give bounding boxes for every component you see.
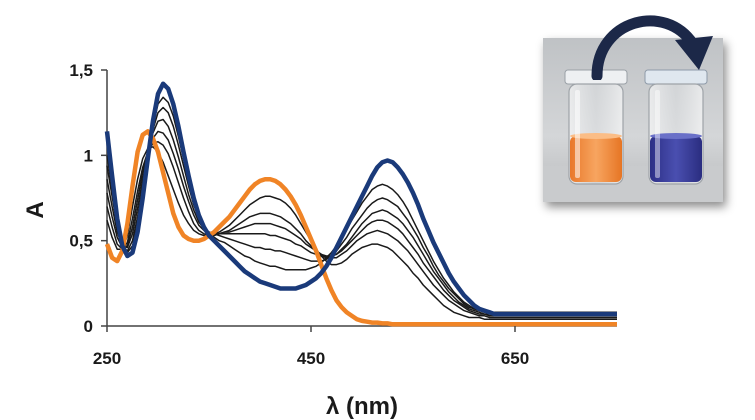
- y-tick-label: 1: [84, 146, 93, 165]
- y-tick-label: 0,5: [69, 232, 93, 251]
- series-line-blue: [104, 81, 617, 317]
- x-tick-label: 250: [93, 349, 121, 368]
- series-line-intermediate: [106, 106, 617, 314]
- curved-arrow-icon: [591, 15, 713, 80]
- y-axis-title: A: [22, 201, 49, 218]
- chart-series: [104, 81, 617, 327]
- x-tick-label: 650: [501, 349, 529, 368]
- blue-vial: [644, 69, 708, 185]
- orange-vial: [564, 69, 628, 185]
- vials-photo: [543, 38, 723, 202]
- series-line-intermediate: [106, 146, 617, 320]
- chart-ticks: 0 0,5 1 1,5 250 450 650: [69, 61, 529, 368]
- y-tick-label: 1,5: [69, 61, 93, 80]
- series-line-intermediate: [106, 96, 617, 314]
- x-axis-title: λ (nm): [326, 393, 398, 420]
- series-line-orange: [104, 129, 617, 327]
- x-tick-label: 450: [297, 349, 325, 368]
- y-tick-label: 0: [84, 317, 93, 336]
- series-line-intermediate: [106, 140, 617, 319]
